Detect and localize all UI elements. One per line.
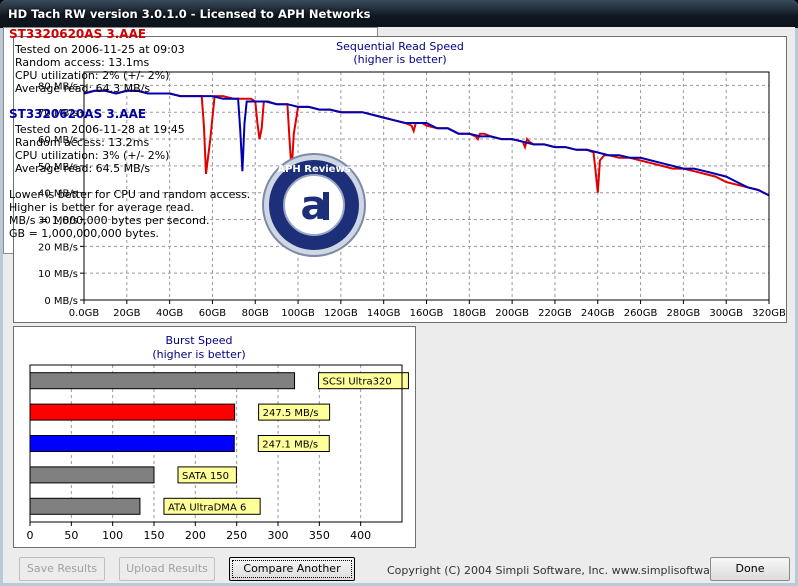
seq-ytick-label: 60 MB/s (38, 135, 78, 146)
burst-bar-label-3: 247.1 MB/s (262, 440, 318, 451)
drive-name-2: ST3320620AS 3.AAE (9, 107, 147, 121)
seq-xtick-label: 280GB (667, 308, 701, 319)
badge-text: APH Reviews (277, 164, 350, 175)
burst-xtick-label: 200 (185, 529, 206, 542)
burst-label-box-3 (257, 435, 330, 452)
save-results-button[interactable]: Save Results (19, 557, 105, 581)
burst-xtick-label: 100 (102, 529, 123, 542)
seq-ytick-label: 50 MB/s (38, 162, 78, 173)
copyright-text: Copyright (C) 2004 Simpli Software, Inc.… (387, 564, 748, 577)
burst-xtick-label: 300 (268, 529, 289, 542)
note-cpu: Lower is better for CPU and random acces… (9, 188, 251, 201)
note-gb: GB = 1,000,000,000 bytes. (9, 227, 160, 240)
average-read-1: Average read: 64.3 MB/s (15, 82, 151, 95)
seq-xtick-label: 60GB (199, 308, 226, 319)
random-access-1: Random access: 13.1ms (15, 56, 150, 69)
tested-date-1: Tested on 2006-11-25 at 09:03 (15, 43, 185, 56)
burst-xtick-label: 250 (226, 529, 247, 542)
seq-series-line-2 (83, 89, 770, 197)
burst-speed-subtitle: (higher is better) (152, 348, 245, 361)
burst-speed-panel: Burst Speed (higher is better) SCSI Ultr… (13, 326, 416, 548)
seq-ytick-label: 80 MB/s (38, 81, 78, 92)
burst-bar-label-4: SATA 150 (182, 471, 229, 482)
burst-bar-2 (29, 403, 236, 421)
burst-speed-title: Burst Speed (165, 334, 232, 347)
burst-bar-label-1: SCSI Ultra320 (323, 377, 392, 388)
seq-xtick-label: 100GB (281, 308, 315, 319)
seq-ytick-label: 0 MB/s (44, 296, 78, 307)
sequential-read-panel: Sequential Read Speed (higher is better)… (13, 36, 787, 323)
burst-bar-1 (29, 372, 296, 390)
seq-xtick-label: 240GB (581, 308, 615, 319)
client-area: Sequential Read Speed (higher is better)… (3, 27, 795, 586)
seq-xtick-label: 320GB (752, 308, 786, 319)
cpu-utilization-1: CPU utilization: 2% (+/- 2%) (15, 69, 170, 82)
seq-xtick-label: 160GB (410, 308, 444, 319)
tested-date-2: Tested on 2006-11-28 at 19:45 (15, 123, 185, 136)
seq-ytick-label: 30 MB/s (38, 216, 78, 227)
seq-ytick-label: 10 MB/s (38, 269, 78, 280)
burst-bar-label-2: 247.5 MB/s (263, 408, 319, 419)
window-title: HD Tach RW version 3.0.1.0 - Licensed to… (8, 7, 371, 21)
upload-results-button[interactable]: Upload Results (119, 557, 215, 581)
sequential-plot-frame (83, 71, 770, 301)
burst-xtick-label: 350 (309, 529, 330, 542)
cpu-utilization-2: CPU utilization: 3% (+/- 2%) (15, 149, 170, 162)
random-access-2: Random access: 13.2ms (15, 136, 150, 149)
burst-label-box-2 (258, 403, 331, 421)
burst-bar-5 (29, 497, 141, 515)
seq-xtick-label: 80GB (242, 308, 269, 319)
burst-xtick-label: 50 (64, 529, 78, 542)
result-block-2: ST3320620AS 3.AAE (9, 107, 146, 121)
burst-speed-chart: Burst Speed (higher is better) SCSI Ultr… (27, 334, 409, 542)
sequential-read-title: Sequential Read Speed (336, 40, 464, 53)
seq-ytick-label: 20 MB/s (38, 242, 78, 253)
result-block-1: ST3320620AS 3.AAE (9, 27, 146, 41)
seq-xtick-label: 140GB (367, 308, 401, 319)
aph-reviews-logo-icon: a APH Reviews (262, 153, 366, 257)
burst-label-box-1 (318, 372, 409, 390)
burst-xtick-label: 400 (350, 529, 371, 542)
note-mbs: MB/s = 1,000,000 bytes per second. (9, 214, 210, 227)
seq-xtick-label: 220GB (538, 308, 572, 319)
burst-label-box-5 (163, 497, 261, 515)
sequential-read-chart: Sequential Read Speed (higher is better)… (38, 40, 786, 319)
burst-plot-frame (29, 364, 403, 523)
seq-xtick-label: 300GB (709, 308, 743, 319)
title-bar[interactable]: HD Tach RW version 3.0.1.0 - Licensed to… (0, 0, 798, 28)
seq-xtick-label: 20GB (113, 308, 140, 319)
done-button[interactable]: Done (710, 557, 790, 581)
seq-xtick-label: 200GB (495, 308, 529, 319)
burst-xtick-label: 0 (27, 529, 34, 542)
seq-xtick-label: 120GB (324, 308, 358, 319)
burst-bar-label-5: ATA UltraDMA 6 (168, 502, 246, 513)
burst-label-box-4 (177, 466, 237, 484)
average-read-2: Average read: 64.5 MB/s (15, 162, 151, 175)
seq-xtick-label: 0.0GB (69, 308, 100, 319)
seq-xtick-label: 40GB (156, 308, 183, 319)
burst-bar-3 (29, 435, 235, 452)
burst-xtick-label: 150 (144, 529, 165, 542)
burst-bar-4 (29, 466, 155, 484)
seq-series-line-1 (83, 89, 770, 197)
seq-xtick-label: 180GB (452, 308, 486, 319)
seq-ytick-label: 40 MB/s (38, 189, 78, 200)
seq-ytick-label: 70 MB/s (38, 108, 78, 119)
compare-another-drive-button[interactable]: Compare Another Drive (229, 557, 355, 586)
sequential-read-subtitle: (higher is better) (353, 53, 446, 66)
drive-name-1: ST3320620AS 3.AAE (9, 27, 147, 41)
seq-xtick-label: 260GB (624, 308, 658, 319)
note-average: Higher is better for average read. (9, 201, 194, 214)
